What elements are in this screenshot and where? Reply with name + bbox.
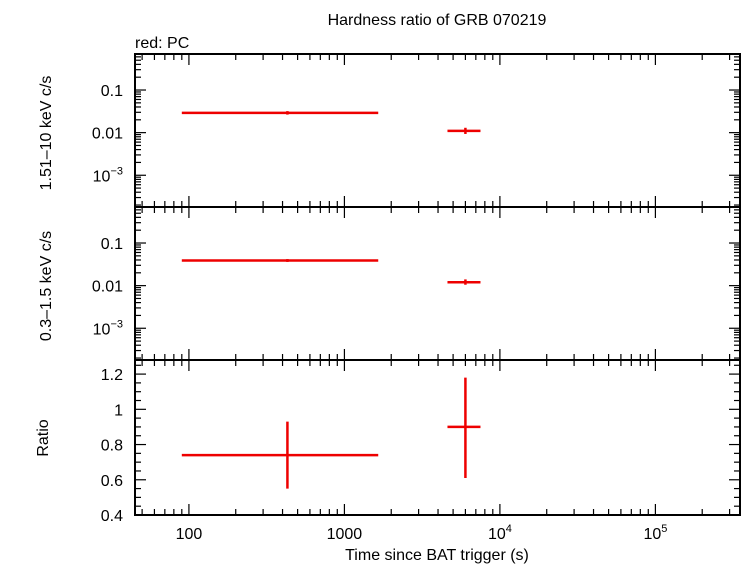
y-tick-label: 0.1	[101, 83, 123, 100]
y-tick-label: 1.2	[101, 367, 123, 384]
x-tick-label: 104	[488, 523, 512, 543]
y-tick-label: 0.1	[101, 236, 123, 253]
y-axis-label-soft: 0.3–1.5 keV c/s	[38, 231, 55, 341]
chart-title: Hardness ratio of GRB 070219	[328, 12, 547, 29]
series-hard	[181, 111, 481, 134]
series-ratio	[181, 377, 481, 489]
data-point	[181, 421, 379, 489]
y-tick-label: 0.4	[101, 508, 123, 525]
series-soft	[181, 259, 481, 285]
panel-ratio: Ratio 0.4 0.6 0.8 1 1.2	[35, 359, 741, 525]
panel-soft: 0.3–1.5 keV c/s 0.1 0.01 10−3	[38, 206, 741, 361]
y-ticks-ratio	[135, 364, 740, 516]
y-axis-label-hard: 1.51–10 keV c/s	[38, 76, 55, 191]
y-ticks-hard	[135, 56, 740, 206]
panel-frame-soft	[134, 206, 741, 361]
x-axis-label: Time since BAT trigger (s)	[345, 547, 529, 564]
y-ticks-soft	[135, 209, 740, 359]
y-tick-label: 10−3	[93, 165, 123, 185]
data-point	[447, 279, 481, 285]
data-point	[447, 377, 481, 479]
panel-hard: 1.51–10 keV c/s 0.1 0.01 10−3	[38, 53, 741, 208]
data-point	[447, 127, 481, 134]
x-tick-label: 100	[176, 526, 203, 543]
data-point	[181, 111, 379, 115]
panel-frame-ratio	[134, 359, 741, 516]
x-ticks-soft	[141, 207, 731, 360]
x-ticks-hard	[141, 54, 731, 207]
x-tick-labels: 100 1000 104 105	[176, 523, 668, 543]
x-tick-label: 105	[643, 523, 667, 543]
y-tick-label: 0.6	[101, 473, 123, 490]
y-tick-label: 0.01	[92, 126, 123, 143]
y-tick-label: 10−3	[93, 318, 123, 338]
x-ticks-ratio	[141, 360, 731, 515]
panel-frame-hard	[134, 53, 741, 208]
x-tick-label: 1000	[327, 526, 363, 543]
y-axis-label-ratio: Ratio	[35, 419, 52, 456]
y-tick-label: 1	[114, 402, 123, 419]
chart-subtitle: red: PC	[135, 35, 189, 52]
data-point	[181, 259, 379, 262]
y-tick-label: 0.01	[92, 279, 123, 296]
y-tick-label: 0.8	[101, 438, 123, 455]
